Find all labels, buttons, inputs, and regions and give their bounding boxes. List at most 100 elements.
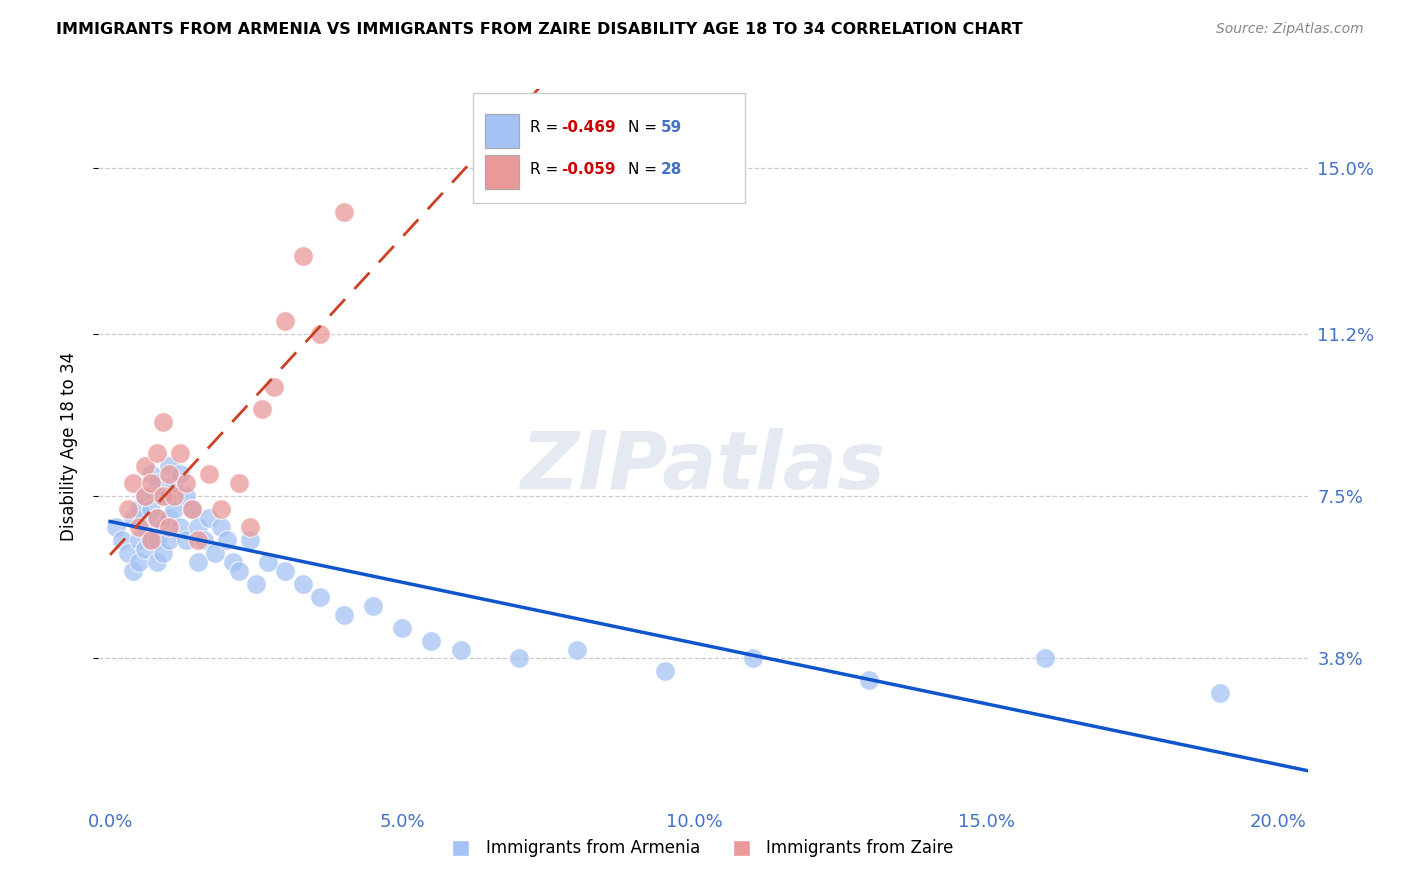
FancyBboxPatch shape <box>485 114 519 148</box>
Point <box>239 520 262 534</box>
Text: Source: ZipAtlas.com: Source: ZipAtlas.com <box>1216 22 1364 37</box>
Point <box>741 651 763 665</box>
Point <box>152 415 174 429</box>
Point <box>174 533 197 548</box>
Point <box>134 541 156 556</box>
Point <box>139 502 162 516</box>
Point <box>187 555 209 569</box>
Point <box>174 489 197 503</box>
Point <box>209 502 232 516</box>
Point <box>157 467 180 482</box>
Point <box>157 489 180 503</box>
Point <box>163 489 186 503</box>
Point <box>146 533 169 548</box>
Point <box>239 533 262 548</box>
Point <box>193 533 215 548</box>
Point <box>134 520 156 534</box>
Point <box>122 511 145 525</box>
Point <box>117 502 139 516</box>
Y-axis label: Disability Age 18 to 34: Disability Age 18 to 34 <box>59 351 77 541</box>
Point <box>291 249 314 263</box>
Point <box>146 511 169 525</box>
Point <box>128 520 150 534</box>
Text: -0.059: -0.059 <box>561 162 616 178</box>
Point <box>274 564 297 578</box>
Text: R =: R = <box>530 120 564 135</box>
Point <box>128 502 150 516</box>
Point <box>204 546 226 560</box>
Point <box>198 511 221 525</box>
Point <box>104 520 127 534</box>
Point <box>152 489 174 503</box>
Text: N =: N = <box>628 120 662 135</box>
Point <box>134 458 156 473</box>
Point <box>122 476 145 491</box>
Point <box>174 476 197 491</box>
Point <box>209 520 232 534</box>
Point <box>187 520 209 534</box>
Point <box>134 489 156 503</box>
Point <box>157 533 180 548</box>
Point <box>146 511 169 525</box>
Point <box>180 502 202 516</box>
Text: 59: 59 <box>661 120 682 135</box>
Point <box>139 533 162 548</box>
Point <box>139 476 162 491</box>
Point <box>180 502 202 516</box>
Point <box>391 621 413 635</box>
Point <box>567 642 589 657</box>
Legend: Immigrants from Armenia, Immigrants from Zaire: Immigrants from Armenia, Immigrants from… <box>444 831 962 866</box>
Point <box>332 607 354 622</box>
Point <box>157 511 180 525</box>
Point <box>274 314 297 328</box>
Point <box>117 546 139 560</box>
Point <box>222 555 245 569</box>
Text: -0.469: -0.469 <box>561 120 616 135</box>
Point <box>169 520 191 534</box>
Point <box>187 533 209 548</box>
Point <box>157 458 180 473</box>
Point <box>228 564 250 578</box>
Point <box>263 380 285 394</box>
Point <box>420 633 443 648</box>
Point <box>152 520 174 534</box>
Point <box>198 467 221 482</box>
Point <box>228 476 250 491</box>
Point <box>291 577 314 591</box>
Point <box>250 401 273 416</box>
Point <box>163 502 186 516</box>
FancyBboxPatch shape <box>474 93 745 203</box>
Point <box>139 533 162 548</box>
Point <box>128 533 150 548</box>
Point <box>152 489 174 503</box>
Point <box>858 673 880 688</box>
Point <box>245 577 267 591</box>
Point <box>215 533 238 548</box>
Point <box>169 445 191 459</box>
Point <box>128 555 150 569</box>
Point <box>1033 651 1056 665</box>
FancyBboxPatch shape <box>485 155 519 189</box>
Point <box>309 590 332 604</box>
Point <box>654 665 676 679</box>
Point <box>122 564 145 578</box>
Point <box>169 467 191 482</box>
Text: 28: 28 <box>661 162 682 178</box>
Point <box>309 327 332 342</box>
Text: N =: N = <box>628 162 662 178</box>
Point <box>139 467 162 482</box>
Point <box>146 555 169 569</box>
Point <box>163 476 186 491</box>
Point <box>134 489 156 503</box>
Point <box>508 651 530 665</box>
Text: IMMIGRANTS FROM ARMENIA VS IMMIGRANTS FROM ZAIRE DISABILITY AGE 18 TO 34 CORRELA: IMMIGRANTS FROM ARMENIA VS IMMIGRANTS FR… <box>56 22 1024 37</box>
Text: R =: R = <box>530 162 564 178</box>
Point <box>111 533 134 548</box>
Point <box>256 555 278 569</box>
Point <box>157 520 180 534</box>
Point <box>152 546 174 560</box>
Point <box>146 445 169 459</box>
Point <box>450 642 472 657</box>
Point <box>1209 686 1232 700</box>
Point <box>146 476 169 491</box>
